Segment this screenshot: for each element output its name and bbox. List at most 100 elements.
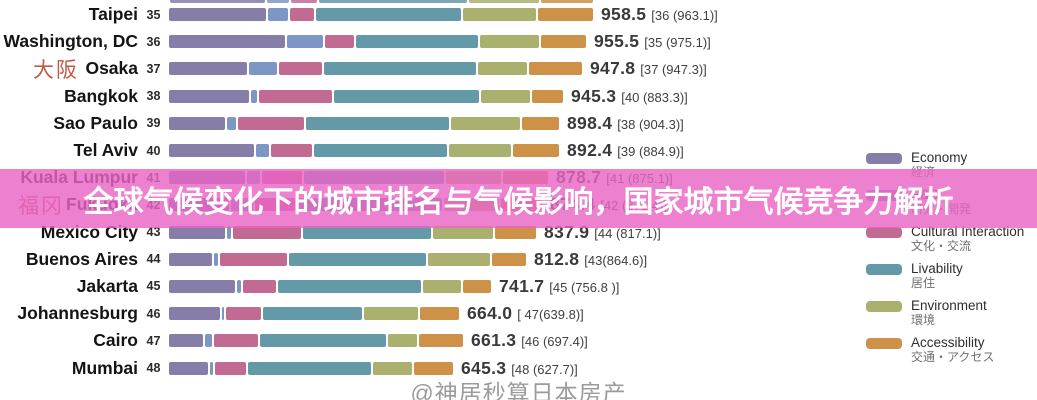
- score-value: 661.3: [471, 330, 517, 351]
- bar-segment-rd: [237, 279, 241, 293]
- stacked-bar: [169, 225, 536, 239]
- score-value: 958.5: [601, 4, 647, 25]
- legend-label-en: Environment: [911, 298, 987, 313]
- bar-segment-cultural-interaction: [233, 225, 301, 239]
- bar-segment-economy: [170, 0, 265, 3]
- bar-segment-accessibility: [532, 89, 563, 103]
- bar-segment-economy: [169, 307, 220, 321]
- bar-segment-rd: [249, 62, 277, 76]
- city-label: Buenos Aires: [25, 248, 138, 269]
- bar-segment-accessibility: [529, 62, 582, 76]
- bar-segment-livability: [303, 225, 431, 239]
- stacked-bar: [169, 307, 459, 321]
- legend-swatch: [866, 338, 902, 349]
- value-label: 958.5 [36 (963.1)]: [601, 4, 718, 25]
- table-row: Buenos Aires 44 812.8 [43(864.6)]: [0, 246, 1037, 273]
- bar-segment-cultural-interaction: [226, 307, 261, 321]
- previous-value: [44 (817.1)]: [594, 225, 661, 241]
- bar-segment-rd: [227, 116, 236, 130]
- table-row: 大阪 Osaka 37 947.8 [37 (947.3)]: [0, 55, 1037, 82]
- bar-segment-accessibility: [463, 279, 491, 293]
- previous-value: [45 (756.8 )]: [549, 279, 620, 295]
- legend-swatch: [866, 153, 902, 164]
- bar-segment-environment: [481, 89, 530, 103]
- table-row: Washington, DC 36 955.5 [35 (975.1)]: [0, 28, 1037, 55]
- bar-segment-economy: [169, 252, 212, 266]
- bar-segment-economy: [169, 8, 266, 22]
- legend-label-en: Accessibility: [911, 335, 985, 350]
- headline-overlay-band: 全球气候变化下的城市排名与气候影响，国家城市气候竞争力解析: [0, 169, 1037, 228]
- value-label: 892.4 [39 (884.9)]: [567, 140, 684, 161]
- city-label: Taipei: [88, 4, 138, 25]
- bar-segment-cultural-interaction: [243, 279, 276, 293]
- legend-label-local: 文化・交流: [911, 239, 972, 253]
- bar-segment-rd: [256, 144, 269, 158]
- value-label: 645.3 [48 (627.7)]: [461, 358, 578, 379]
- rank-label: 44: [146, 252, 161, 267]
- bar-segment-cultural-interaction: [325, 35, 354, 49]
- watermark: @神居秒算日本房产: [410, 380, 627, 400]
- bar-segment-livability: [314, 144, 447, 158]
- legend-swatch: [866, 301, 902, 312]
- bar-segment-economy: [169, 225, 225, 239]
- table-row: Sao Paulo 39 898.4 [38 (904.3)]: [0, 110, 1037, 137]
- bar-segment-rd: [227, 225, 231, 239]
- score-value: 945.3: [571, 85, 617, 106]
- bar-segment-environment: [388, 334, 417, 348]
- value-label: 947.8 [37 (947.3)]: [590, 58, 707, 79]
- rank-label: 37: [146, 61, 161, 76]
- bar-segment-accessibility: [495, 225, 536, 239]
- bar-segment-economy: [169, 144, 254, 158]
- bar-segment-rd: [222, 307, 224, 321]
- bar-segment-environment: [423, 279, 461, 293]
- city-label: Osaka: [85, 58, 138, 79]
- bar-segment-environment: [449, 144, 511, 158]
- stacked-bar: [169, 89, 563, 103]
- previous-value: [36 (963.1)]: [651, 8, 718, 24]
- score-value: 947.8: [590, 58, 636, 79]
- bar-segment-cultural-interaction: [220, 252, 287, 266]
- stacked-bar: [169, 8, 593, 22]
- bar-segment-rd: [205, 334, 212, 348]
- previous-value: [35 (975.1)]: [644, 35, 711, 51]
- city-label: Tel Aviv: [73, 140, 138, 161]
- legend-swatch: [866, 264, 902, 275]
- bar-segment-rd: [214, 252, 218, 266]
- city-label: Johannesburg: [17, 303, 138, 324]
- stacked-bar: [169, 62, 582, 76]
- score-value: 955.5: [594, 31, 640, 52]
- rank-label: 39: [146, 116, 161, 131]
- previous-value: [37 (947.3)]: [640, 62, 707, 78]
- bar-segment-cultural-interaction: [214, 334, 258, 348]
- bar-segment-cultural-interaction: [215, 361, 246, 375]
- stacked-bar: [169, 35, 586, 49]
- bar-segment-environment: [480, 35, 539, 49]
- bar-segment-cultural-interaction: [259, 89, 332, 103]
- value-label: 898.4 [38 (904.3)]: [567, 113, 684, 134]
- city-label: Cairo: [93, 330, 138, 351]
- stacked-bar: [169, 252, 526, 266]
- legend-label-en: Livability: [911, 261, 963, 276]
- rank-label: 35: [146, 7, 161, 22]
- bar-segment-rd: [210, 361, 213, 375]
- bar-segment-environment: [451, 116, 520, 130]
- bar-segment-cultural-interaction: [290, 8, 314, 22]
- legend-swatch: [866, 227, 902, 238]
- previous-value: [46 (697.4)]: [521, 334, 588, 350]
- bar-segment-livability: [356, 35, 478, 49]
- previous-value: [40 (883.3)]: [621, 89, 688, 105]
- bar-segment-rd: [251, 89, 257, 103]
- rank-label: 38: [146, 89, 161, 104]
- bar-segment-environment: [469, 0, 539, 3]
- bar-segment-livability: [289, 252, 426, 266]
- stacked-bar: [169, 116, 559, 130]
- table-row: Mumbai 48 645.3 [48 (627.7)]: [0, 354, 1037, 381]
- stacked-bar: [169, 361, 453, 375]
- score-value: 645.3: [461, 357, 507, 378]
- bar-segment-economy: [169, 334, 203, 348]
- bar-segment-accessibility: [513, 144, 559, 158]
- bar-segment-environment: [428, 252, 490, 266]
- score-value: 741.7: [499, 275, 545, 296]
- rank-label: 36: [146, 34, 161, 49]
